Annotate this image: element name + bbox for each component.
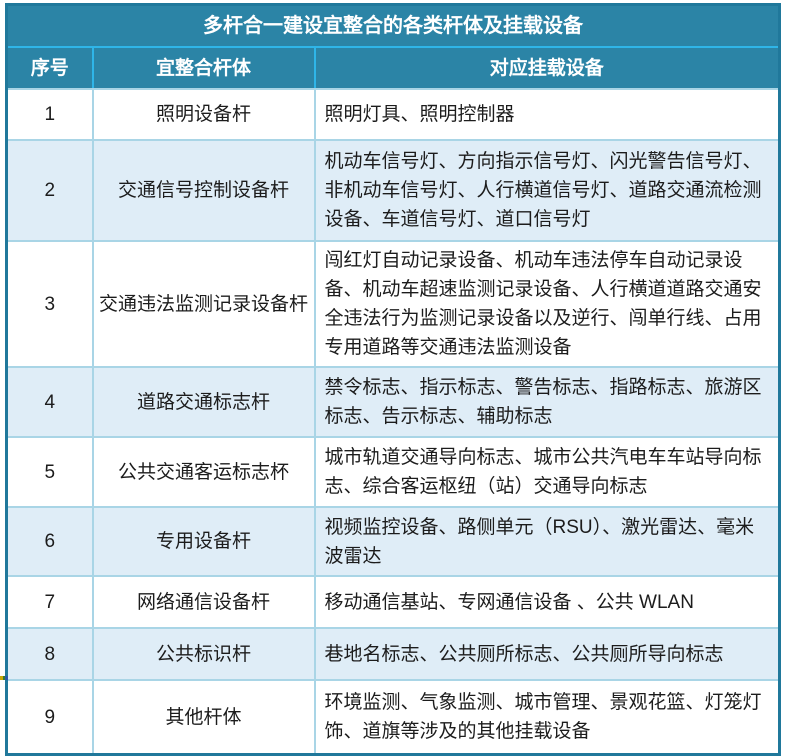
column-header-no: 序号: [6, 47, 93, 90]
mounted-devices: 城市轨道交通导向标志、城市公共汽电车车站导向标志、综合客运枢纽（站）交通导向标志: [313, 436, 781, 508]
mounted-devices: 移动通信基站、专网通信设备 、公共 WLAN: [313, 575, 781, 629]
poles-table-container: 多杆合一建设宜整合的各类杆体及挂载设备 序号 宜整合杆体 对应挂载设备 1 照明…: [5, 3, 781, 756]
table-row: 2 交通信号控制设备杆 机动车信号灯、方向指示信号灯、闪光警告信号灯、非机动车信…: [5, 139, 781, 242]
table-row: 6 专用设备杆 视频监控设备、路侧单元（RSU）、激光雷达、毫米波雷达: [5, 506, 781, 577]
table-row: 1 照明设备杆 照明灯具、照明控制器: [5, 88, 781, 141]
row-number: 8: [5, 627, 94, 681]
mounted-devices: 环境监测、气象监测、城市管理、景观花篮、灯笼灯饰、道旗等涉及的其他挂载设备: [313, 679, 781, 756]
poles-table: 多杆合一建设宜整合的各类杆体及挂载设备 序号 宜整合杆体 对应挂载设备 1 照明…: [5, 3, 781, 756]
mounted-devices: 视频监控设备、路侧单元（RSU）、激光雷达、毫米波雷达: [313, 506, 781, 577]
header-row: 序号 宜整合杆体 对应挂载设备: [6, 47, 780, 90]
pole-type: 照明设备杆: [91, 88, 316, 141]
pole-type: 专用设备杆: [91, 506, 316, 577]
mounted-devices: 巷地名标志、公共厕所标志、公共厕所导向标志: [313, 627, 781, 681]
pole-type: 网络通信设备杆: [91, 575, 316, 629]
row-number: 9: [5, 679, 94, 756]
row-number: 1: [5, 88, 94, 141]
mounted-devices: 禁令标志、指示标志、警告标志、指路标志、旅游区标志、告示标志、辅助标志: [313, 366, 781, 438]
table-row: 5 公共交通客运标志杯 城市轨道交通导向标志、城市公共汽电车车站导向标志、综合客…: [5, 436, 781, 508]
row-number: 3: [5, 240, 94, 368]
pole-type: 公共交通客运标志杯: [91, 436, 316, 508]
mounted-devices: 照明灯具、照明控制器: [313, 88, 781, 141]
pole-type: 交通违法监测记录设备杆: [91, 240, 316, 368]
row-number: 4: [5, 366, 94, 438]
row-number: 7: [5, 575, 94, 629]
bottom-left-pixel-artifact: [0, 676, 8, 680]
pole-type: 其他杆体: [91, 679, 316, 756]
table-row: 8 公共标识杆 巷地名标志、公共厕所标志、公共厕所导向标志: [5, 627, 781, 681]
table-row: 4 道路交通标志杆 禁令标志、指示标志、警告标志、指路标志、旅游区标志、告示标志…: [5, 366, 781, 438]
mounted-devices: 闯红灯自动记录设备、机动车违法停车自动记录设备、机动车超速监测记录设备、人行横道…: [313, 240, 781, 368]
pole-type: 交通信号控制设备杆: [91, 139, 316, 242]
row-number: 2: [5, 139, 94, 242]
row-number: 5: [5, 436, 94, 508]
table-title: 多杆合一建设宜整合的各类杆体及挂载设备: [6, 4, 780, 48]
column-header-devices: 对应挂载设备: [313, 47, 780, 90]
table-row: 7 网络通信设备杆 移动通信基站、专网通信设备 、公共 WLAN: [5, 575, 781, 629]
row-number: 6: [5, 506, 94, 577]
title-row: 多杆合一建设宜整合的各类杆体及挂载设备: [6, 4, 780, 48]
table-row: 9 其他杆体 环境监测、气象监测、城市管理、景观花篮、灯笼灯饰、道旗等涉及的其他…: [5, 679, 781, 756]
table-row: 3 交通违法监测记录设备杆 闯红灯自动记录设备、机动车违法停车自动记录设备、机动…: [5, 240, 781, 368]
column-header-pole: 宜整合杆体: [91, 47, 315, 90]
mounted-devices: 机动车信号灯、方向指示信号灯、闪光警告信号灯、非机动车信号灯、人行横道信号灯、道…: [313, 139, 781, 242]
pole-type: 道路交通标志杆: [91, 366, 316, 438]
pole-type: 公共标识杆: [91, 627, 316, 681]
